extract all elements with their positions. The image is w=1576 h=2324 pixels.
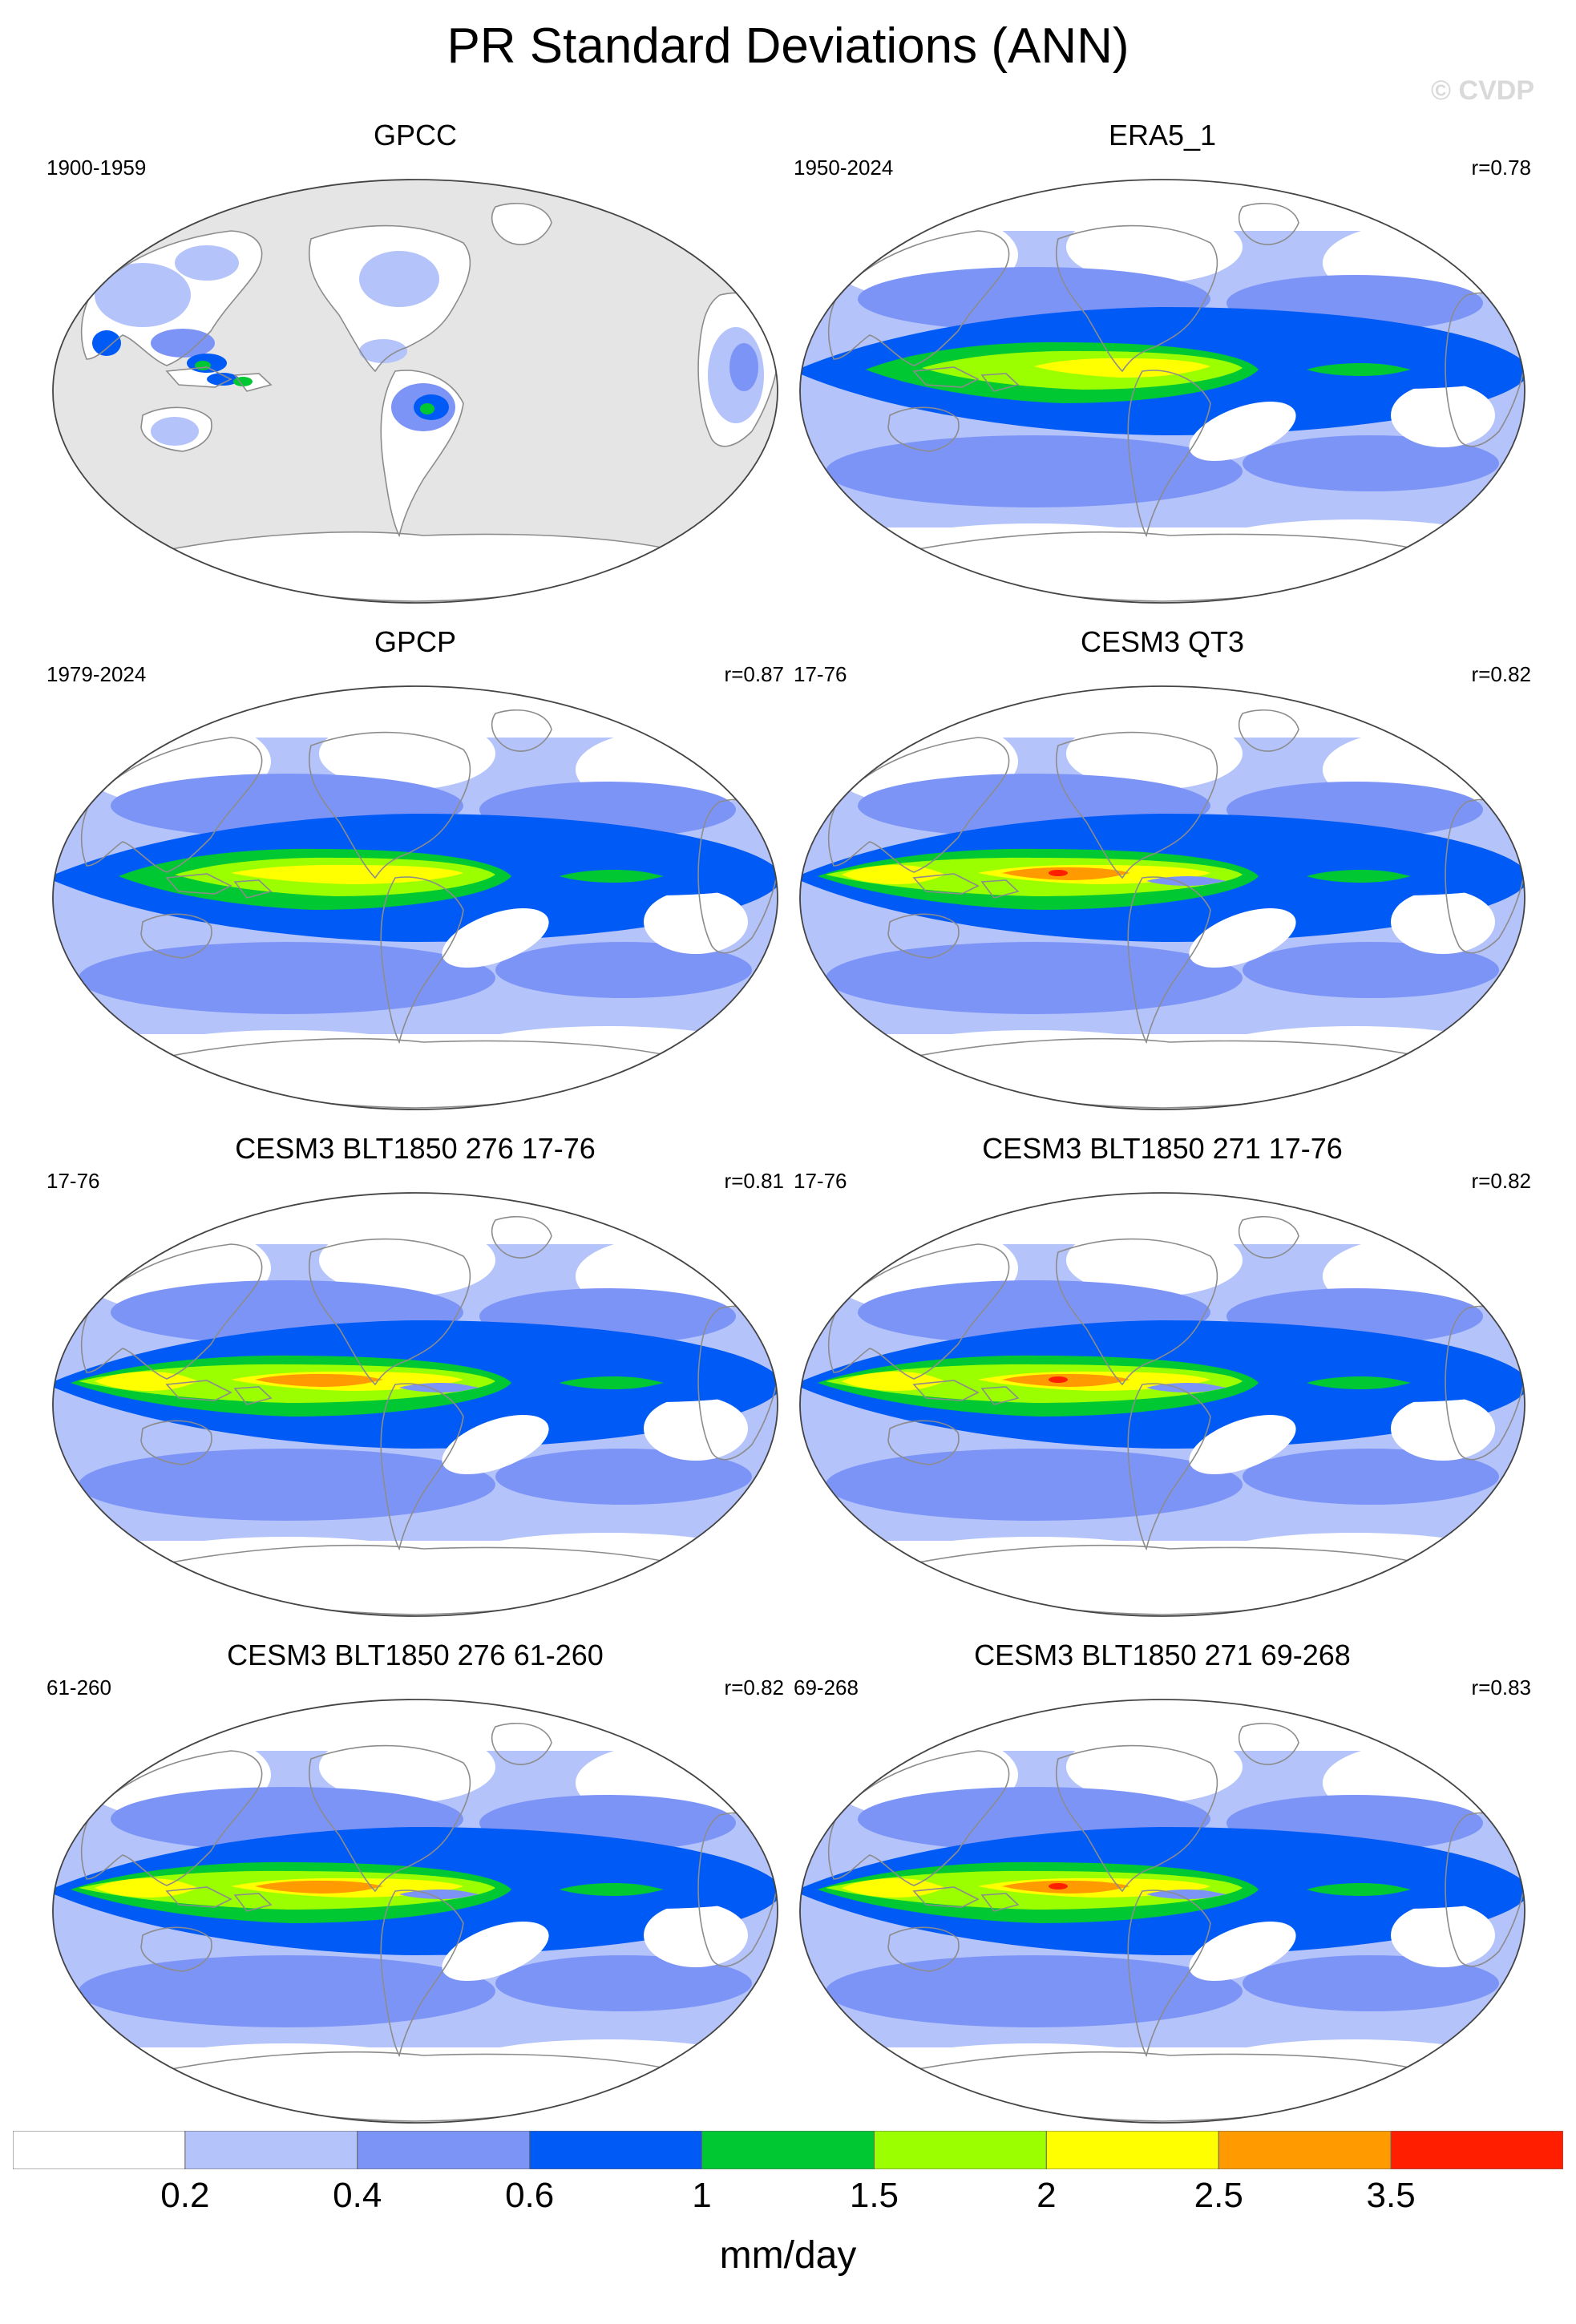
panel-correlation: r=0.82 [1471,1169,1531,1193]
panel-title: CESM3 BLT1850 276 61-260 [227,1639,604,1671]
panel-period: 1900-1959 [46,156,147,180]
colorbar-tick-label: 2 [1037,2176,1057,2215]
panel-period: 1979-2024 [46,662,147,686]
panel-title: CESM3 BLT1850 271 69-268 [974,1639,1351,1671]
colorbar [13,2131,1563,2169]
map-robinson [799,1192,1525,1617]
panel-title: ERA5_1 [1108,119,1217,152]
map-panel: CESM3 QT3 17-76 r=0.82 [794,625,1531,1114]
colorbar-swatch [1045,2131,1219,2169]
map-robinson [52,1699,778,2124]
panel-period: 17-76 [794,1169,847,1193]
panel-correlation: r=0.82 [1471,662,1531,686]
map-panel: CESM3 BLT1850 276 61-260 61-260 r=0.82 [46,1639,784,2128]
map-panel: CESM3 BLT1850 271 17-76 17-76 r=0.82 [794,1132,1531,1621]
map-robinson [799,1699,1525,2124]
colorbar-tick-label: 1 [692,2176,712,2215]
map-panel: GPCP 1979-2024 r=0.87 [46,625,784,1114]
colorbar-tick-label: 3.5 [1366,2176,1416,2215]
watermark: © CVDP [1431,75,1534,106]
map-panel: GPCC 1900-1959 [46,119,784,608]
map-robinson [52,1192,778,1617]
colorbar-swatch [357,2131,531,2169]
colorbar-tick-label: 2.5 [1194,2176,1243,2215]
colorbar-swatch [184,2131,358,2169]
map-panel: ERA5_1 1950-2024 r=0.78 [794,119,1531,608]
map-robinson [799,685,1525,1110]
colorbar-tick-label: 1.5 [849,2176,899,2215]
colorbar-tick-label: 0.6 [505,2176,555,2215]
colorbar-swatch [873,2131,1047,2169]
panel-title: GPCC [373,119,457,152]
colorbar-tick-label: 0.4 [333,2176,382,2215]
panel-period: 17-76 [46,1169,100,1193]
panel-title: CESM3 BLT1850 271 17-76 [982,1132,1343,1165]
panel-period: 1950-2024 [794,156,894,180]
map-panel: CESM3 BLT1850 271 69-268 69-268 r=0.83 [794,1639,1531,2128]
panel-period: 17-76 [794,662,847,686]
map-robinson [52,179,778,604]
panel-correlation: r=0.87 [724,662,784,686]
panel-period: 69-268 [794,1675,859,1700]
panel-correlation: r=0.82 [724,1675,784,1700]
panel-correlation: r=0.78 [1471,156,1531,180]
map-robinson [799,179,1525,604]
panel-title: CESM3 BLT1850 276 17-76 [235,1132,596,1165]
colorbar-units: mm/day [719,2234,857,2277]
colorbar-tick-label: 0.2 [160,2176,210,2215]
panel-title: GPCP [374,625,457,658]
panel-correlation: r=0.83 [1471,1675,1531,1700]
map-robinson [52,685,778,1110]
colorbar-swatch [529,2131,703,2169]
panel-correlation: r=0.81 [724,1169,784,1193]
colorbar-swatch [1218,2131,1392,2169]
colorbar-swatch [13,2131,186,2169]
panel-period: 61-260 [46,1675,111,1700]
colorbar-swatch [701,2131,875,2169]
figure-title: PR Standard Deviations (ANN) [447,18,1129,74]
colorbar-swatch [1390,2131,1563,2169]
map-panel: CESM3 BLT1850 276 17-76 17-76 r=0.81 [46,1132,784,1621]
panel-title: CESM3 QT3 [1080,625,1245,658]
